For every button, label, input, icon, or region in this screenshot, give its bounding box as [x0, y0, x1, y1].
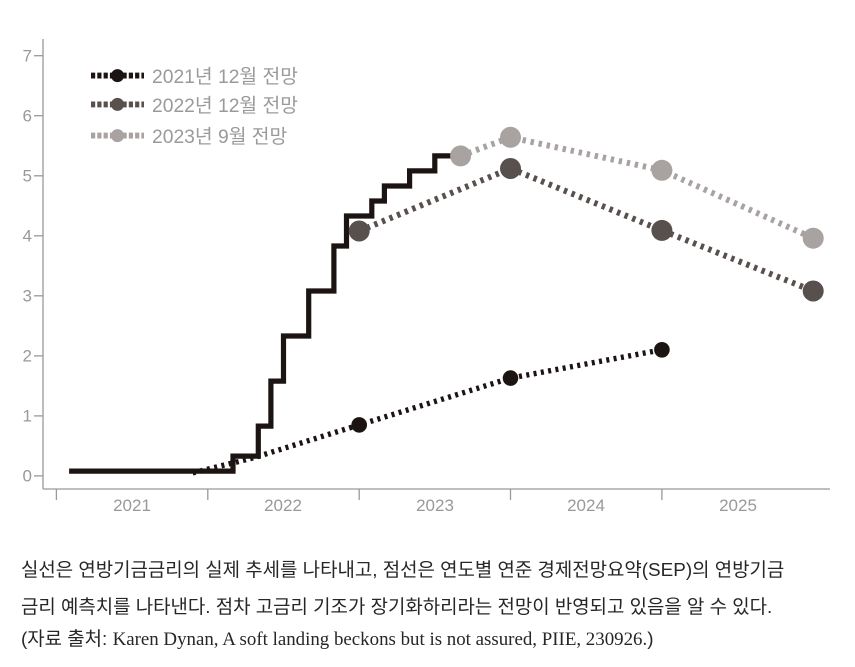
svg-text:3: 3	[23, 287, 32, 306]
svg-text:2021: 2021	[113, 496, 151, 515]
svg-text:4: 4	[23, 227, 32, 246]
svg-text:2021년 12월 전망: 2021년 12월 전망	[152, 66, 298, 88]
svg-text:1: 1	[23, 407, 32, 426]
svg-text:2025: 2025	[719, 496, 757, 515]
svg-text:6: 6	[23, 107, 32, 126]
svg-text:2023: 2023	[416, 496, 454, 515]
svg-text:2: 2	[23, 347, 32, 366]
svg-text:2022년 12월 전망: 2022년 12월 전망	[152, 95, 298, 117]
svg-text:2023년 9월 전망: 2023년 9월 전망	[152, 126, 288, 148]
svg-text:7: 7	[23, 47, 32, 66]
svg-text:5: 5	[23, 167, 32, 186]
svg-text:0: 0	[23, 467, 32, 486]
svg-text:2022: 2022	[264, 496, 302, 515]
svg-text:2024: 2024	[567, 496, 605, 515]
